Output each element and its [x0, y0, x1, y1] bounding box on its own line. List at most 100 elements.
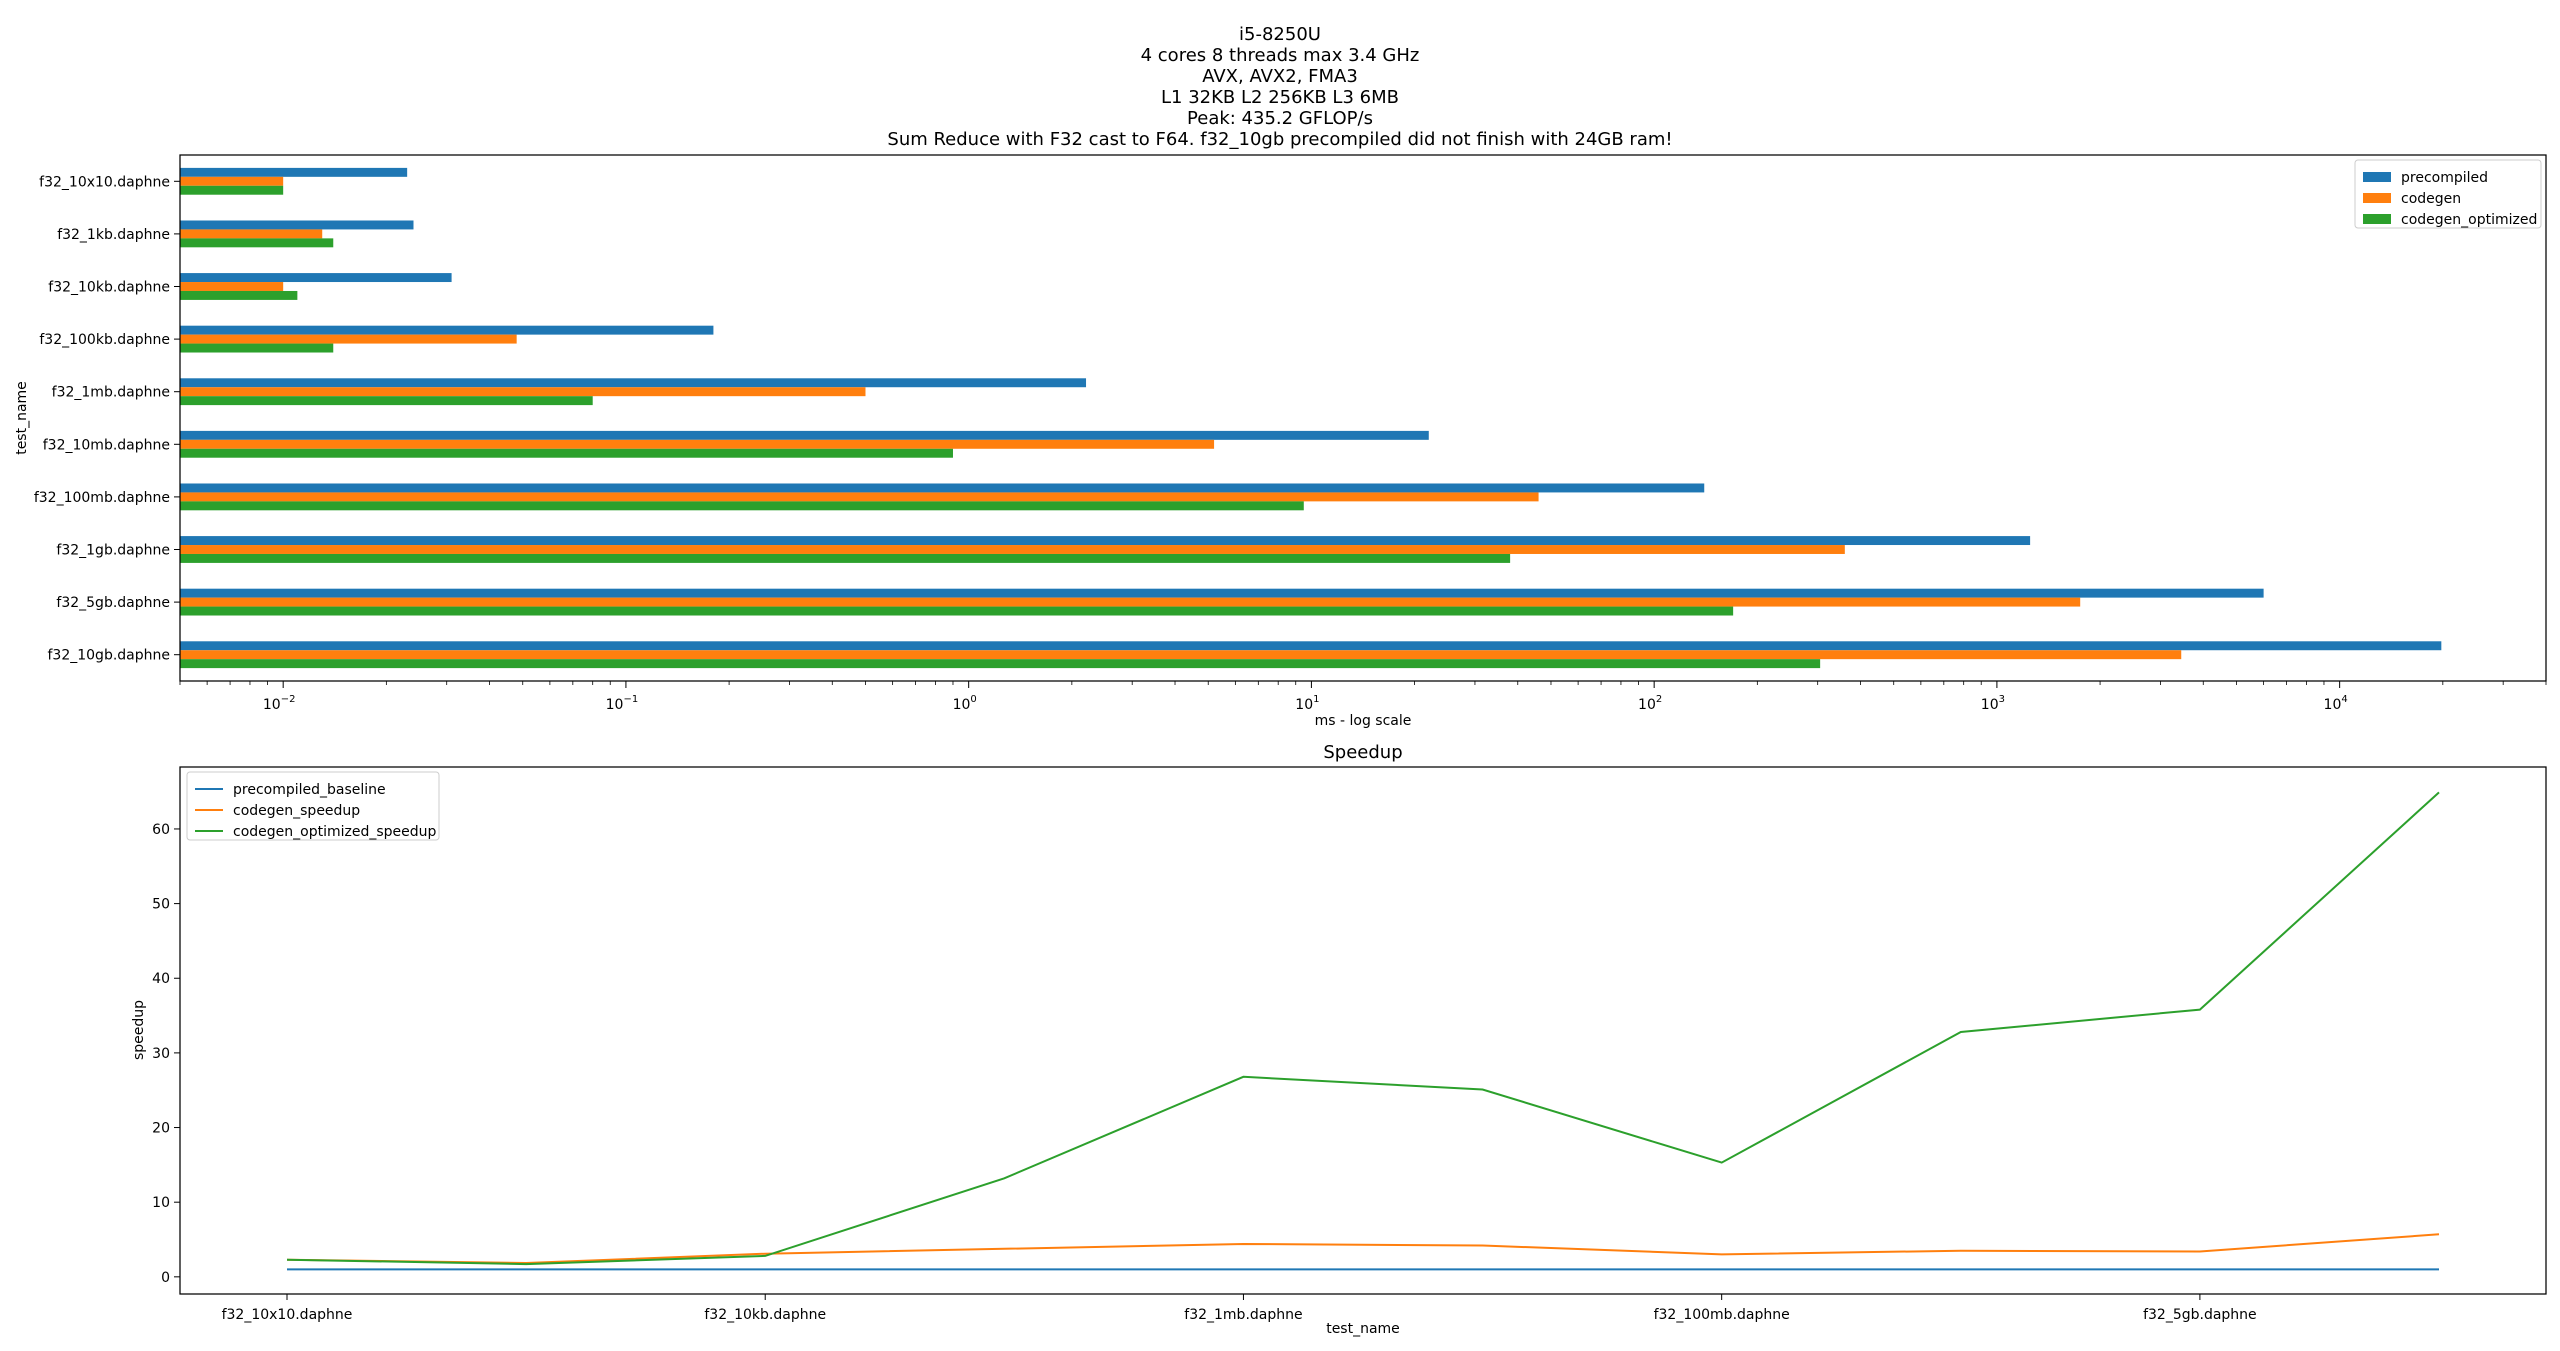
- tick-exponent: 2: [1656, 694, 1662, 705]
- tick-base: 10: [1295, 697, 1313, 713]
- tick-base: 10: [263, 697, 281, 713]
- y-tick-label: 60: [152, 822, 170, 838]
- bar-precompiled: [180, 220, 414, 230]
- legend-box: [2354, 159, 2542, 229]
- bar-precompiled: [180, 273, 452, 283]
- bar-codegen: [180, 387, 866, 397]
- y-axis-label: speedup: [131, 1000, 147, 1060]
- plot-frame: [179, 766, 2547, 1295]
- y-tick-label: 40: [152, 971, 170, 987]
- bar-codegen_optimized: [180, 238, 334, 248]
- x-axis-label: ms - log scale: [1315, 713, 1412, 729]
- y-tick-label: 10: [152, 1195, 170, 1211]
- legend-label: precompiled_baseline: [233, 782, 386, 798]
- bar-codegen_optimized: [180, 448, 953, 458]
- legend-label: codegen_optimized_speedup: [233, 824, 437, 840]
- bar-codegen: [180, 176, 284, 186]
- legend-swatch: [2363, 172, 2391, 182]
- y-tick-label: 20: [152, 1121, 170, 1137]
- x-axis-label: test_name: [1326, 1321, 1400, 1337]
- tick-exponent: 1: [1313, 694, 1319, 705]
- legend-label: codegen_optimized: [2401, 212, 2537, 228]
- legend: precompiled_baseline codegen_speedupcodeg…: [186, 771, 440, 841]
- x-tick-label: f32_5gb.daphne: [2143, 1307, 2257, 1323]
- line-codegen_optimized_speedup: [286, 791, 2440, 1266]
- legend-swatch: [2363, 214, 2391, 224]
- y-tick-label: f32_10kb.daphne: [48, 280, 170, 296]
- bar-codegen_optimized: [180, 553, 1511, 563]
- y-axis-label: test_name: [14, 381, 30, 455]
- tick-exponent: 3: [1999, 694, 2005, 705]
- tick-exponent: −2: [281, 694, 296, 705]
- bar-codegen: [180, 334, 517, 344]
- tick-exponent: 4: [2341, 694, 2347, 705]
- bar-codegen: [180, 492, 1539, 502]
- legend-label: precompiled: [2401, 170, 2488, 186]
- y-tick-label: f32_100kb.daphne: [39, 332, 170, 348]
- x-tick-label: f32_10x10.daphne: [222, 1307, 353, 1323]
- line-codegen_speedup: [286, 1233, 2440, 1265]
- title-line: AVX, AVX2, FMA3: [1202, 66, 1358, 87]
- y-tick-label: f32_10x10.daphne: [39, 174, 170, 190]
- bar-precompiled: [180, 325, 714, 335]
- x-tick-label: 102: [1638, 694, 1662, 713]
- x-tick-label: 101: [1295, 694, 1319, 713]
- bar-precompiled: [180, 483, 1705, 493]
- x-tick-label: 10−2: [263, 694, 296, 713]
- lines-group: [286, 791, 2440, 1271]
- y-tick-label: f32_1mb.daphne: [52, 385, 170, 401]
- bar-codegen: [180, 439, 1215, 449]
- title-line: Sum Reduce with F32 cast to F64. f32_10g…: [887, 129, 1672, 150]
- y-tick-label: f32_10mb.daphne: [43, 437, 170, 453]
- tick-base: 10: [606, 697, 624, 713]
- x-tick-label: f32_100mb.daphne: [1654, 1307, 1790, 1323]
- bar-codegen_optimized: [180, 659, 1821, 669]
- bar-codegen_optimized: [180, 290, 298, 300]
- x-tick-label: 10−1: [606, 694, 639, 713]
- bar-precompiled: [180, 536, 2031, 546]
- y-tick-label: 0: [161, 1270, 170, 1286]
- plot-frame: [179, 154, 2547, 682]
- tick-base: 10: [1638, 697, 1656, 713]
- tick-exponent: −1: [623, 694, 638, 705]
- bar-precompiled: [180, 167, 408, 177]
- legend-box: [186, 771, 440, 841]
- bar-codegen_optimized: [180, 343, 334, 353]
- legend: precompiled codegen codegen_optimized: [2354, 159, 2542, 229]
- bar-precompiled: [180, 588, 2264, 598]
- title-line: 4 cores 8 threads max 3.4 GHz: [1141, 45, 1420, 66]
- y-tick-label: f32_100mb.daphne: [34, 490, 170, 506]
- x-axis-ticks: 10−2 10−1 100 101 102 103 104: [179, 681, 2547, 713]
- legend-swatch: [2363, 193, 2391, 203]
- bar-precompiled: [180, 641, 2442, 651]
- y-tick-label: f32_5gb.daphne: [56, 595, 170, 611]
- title-line: L1 32KB L2 256KB L3 6MB: [1161, 87, 1399, 108]
- y-tick-label: f32_10gb.daphne: [48, 648, 171, 664]
- bar-codegen_optimized: [180, 606, 1734, 616]
- y-tick-label: f32_1kb.daphne: [57, 227, 170, 243]
- chart-title: Speedup: [1323, 742, 1402, 763]
- bar-codegen: [180, 597, 2081, 607]
- y-axis-ticks: f32_10x10.daphne f32_1kb.daphne f32_10kb.d…: [34, 174, 180, 664]
- bars-group: [180, 167, 2442, 669]
- bar-codegen_optimized: [180, 396, 593, 406]
- tick-base: 10: [1981, 697, 1999, 713]
- title-line: Peak: 435.2 GFLOP/s: [1187, 108, 1373, 129]
- legend-label: codegen: [2401, 191, 2461, 207]
- bar-codegen: [180, 229, 323, 239]
- y-tick-label: 30: [152, 1046, 170, 1062]
- x-tick-label: f32_1mb.daphne: [1184, 1307, 1302, 1323]
- line-chart: Speedup 0 10 20 30 40 50 60 f32_10x10.daphne f3…: [131, 742, 2547, 1337]
- title-line: i5-8250U: [1239, 24, 1321, 45]
- x-tick-label: f32_10kb.daphne: [704, 1307, 826, 1323]
- y-axis-ticks: 0 10 20 30 40 50 60: [152, 822, 180, 1286]
- bar-codegen: [180, 282, 284, 291]
- y-tick-label: 50: [152, 897, 170, 913]
- tick-exponent: 0: [970, 694, 976, 705]
- bar-precompiled: [180, 430, 1429, 440]
- x-tick-label: 104: [2324, 694, 2348, 713]
- bar-codegen_optimized: [180, 501, 1304, 511]
- y-tick-label: f32_1gb.daphne: [56, 543, 170, 559]
